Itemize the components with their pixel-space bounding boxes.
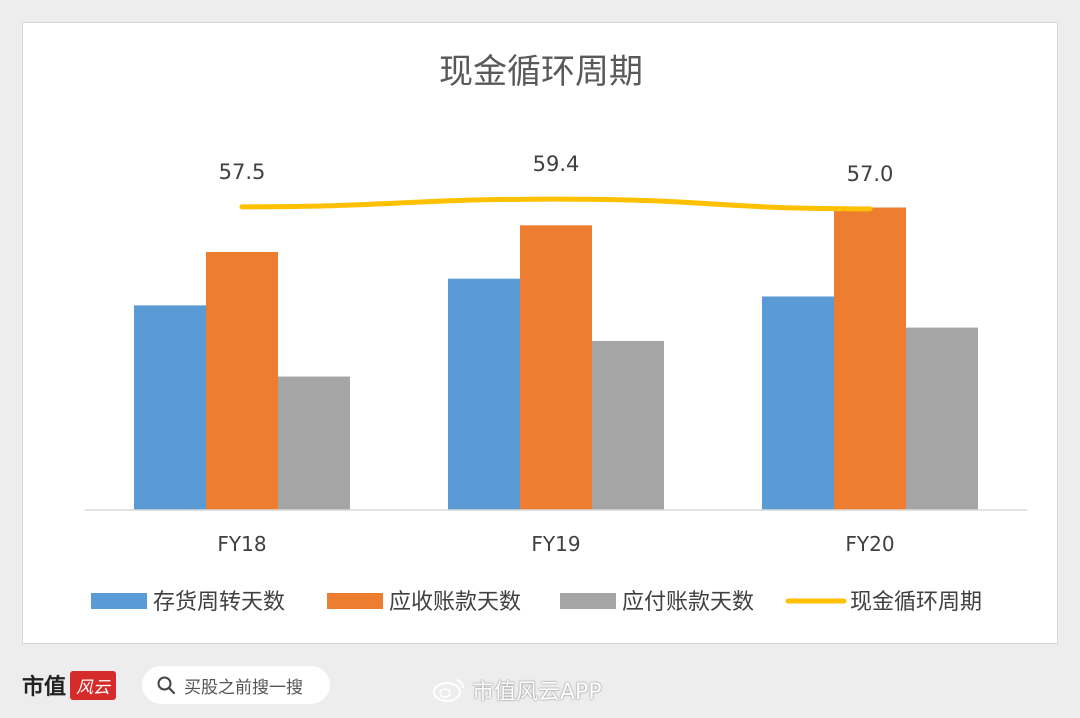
legend-label-3: 应付账款天数: [622, 590, 754, 615]
bar-3-fy20: [906, 327, 978, 510]
data-label-fy20: 57.0: [847, 162, 894, 186]
data-label-fy18: 57.5: [219, 160, 266, 184]
legend-label-4: 现金循环周期: [850, 590, 982, 615]
legend: 存货周转天数 应收账款天数 应付账款天数 现金循环周期: [91, 590, 982, 615]
category-label-fy19: FY19: [531, 532, 580, 556]
category-label-fy18: FY18: [217, 532, 266, 556]
category-label-fy20: FY20: [845, 532, 894, 556]
chart-title: 现金循环周期: [439, 52, 643, 92]
bar-3-fy18: [278, 376, 350, 510]
legend-swatch-2: [327, 593, 383, 609]
bar-1-fy18: [134, 305, 206, 510]
category-labels: FY18 FY19 FY20: [217, 532, 894, 556]
line-series-group: 57.5 59.4 57.0: [219, 152, 894, 212]
search-icon: [157, 676, 176, 695]
chart-svg: 现金循环周期 57.5 59.4 57.0 FY18 FY19 FY20 存货周转天数 应…: [85, 52, 1027, 615]
search-box[interactable]: 买股之前搜一搜: [142, 666, 330, 704]
bar-1-fy20: [762, 296, 834, 510]
bar-3-fy19: [592, 340, 664, 510]
legend-swatch-3: [560, 593, 616, 609]
bars-group: [134, 207, 978, 511]
bar-2-fy19: [520, 225, 592, 511]
legend-label-1: 存货周转天数: [153, 590, 285, 615]
search-placeholder: 买股之前搜一搜: [184, 677, 303, 698]
brand-logo: 市值 风云: [22, 668, 117, 702]
weibo-icon: [433, 679, 465, 702]
bar-2-fy20: [834, 207, 906, 510]
bar-1-fy19: [448, 278, 520, 510]
weibo-watermark: 市值风云APP: [432, 674, 602, 706]
legend-label-2: 应收账款天数: [389, 590, 521, 615]
brand-seal: 风云: [70, 670, 117, 700]
footer-bar: 市值 风云 买股之前搜一搜 市值风云APP: [0, 652, 1080, 718]
brand-name: 市值: [22, 674, 67, 700]
chart-card: 现金循环周期 57.5 59.4 57.0 FY18 FY19 FY20 存货周转天数 应…: [22, 22, 1058, 644]
weibo-watermark-text: 市值风云APP: [472, 680, 602, 705]
legend-swatch-1: [91, 593, 147, 609]
bar-2-fy18: [206, 251, 278, 510]
line-cash-cycle: [239, 196, 873, 212]
data-label-fy19: 59.4: [533, 152, 580, 176]
